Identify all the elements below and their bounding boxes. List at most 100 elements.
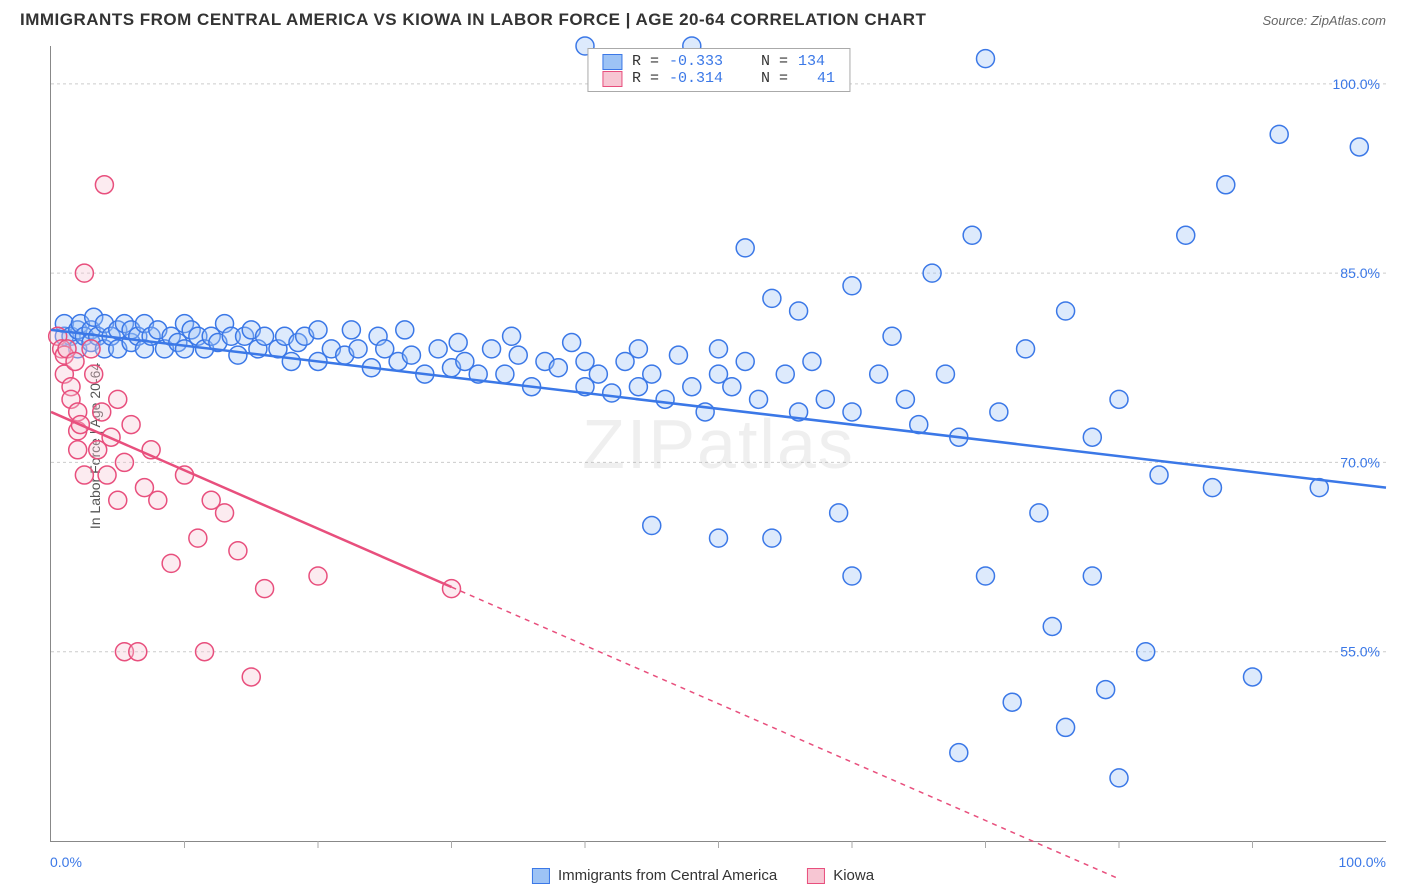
trend-line-extrapolated	[452, 587, 1120, 879]
chart-title: IMMIGRANTS FROM CENTRAL AMERICA VS KIOWA…	[20, 10, 926, 30]
r-value-a: -0.333	[669, 53, 723, 70]
data-point	[1057, 302, 1075, 320]
data-point	[1030, 504, 1048, 522]
legend-swatch-a	[602, 54, 622, 70]
data-point	[109, 390, 127, 408]
data-point	[990, 403, 1008, 421]
svg-text:55.0%: 55.0%	[1340, 644, 1380, 660]
data-point	[629, 340, 647, 358]
data-point	[790, 302, 808, 320]
data-point	[1083, 567, 1101, 585]
data-point	[98, 466, 116, 484]
data-point	[589, 365, 607, 383]
data-point	[1203, 479, 1221, 497]
data-point	[736, 352, 754, 370]
data-point	[656, 390, 674, 408]
data-point	[883, 327, 901, 345]
data-point	[1350, 138, 1368, 156]
data-point	[843, 403, 861, 421]
n-label: N =	[761, 70, 788, 87]
data-point	[509, 346, 527, 364]
data-point	[396, 321, 414, 339]
data-point	[93, 403, 111, 421]
x-tick-max: 100.0%	[1339, 854, 1386, 870]
legend-label-a: Immigrants from Central America	[558, 867, 777, 884]
data-point	[449, 334, 467, 352]
data-point	[1110, 390, 1128, 408]
legend-bottom-swatch-b	[807, 868, 825, 884]
n-value-b: 41	[817, 70, 835, 87]
data-point	[1244, 668, 1262, 686]
chart-plot-area: 55.0%70.0%85.0%100.0% R = -0.333 N = 134…	[50, 46, 1386, 842]
legend-swatch-b	[602, 71, 622, 87]
data-point	[82, 340, 100, 358]
data-point	[443, 580, 461, 598]
data-point	[1057, 718, 1075, 736]
svg-text:70.0%: 70.0%	[1340, 454, 1380, 470]
r-label: R =	[632, 70, 659, 87]
data-point	[429, 340, 447, 358]
data-point	[1177, 226, 1195, 244]
data-point	[229, 346, 247, 364]
data-point	[122, 416, 140, 434]
correlation-legend: R = -0.333 N = 134 R = -0.314 N = 41	[587, 48, 850, 92]
data-point	[1017, 340, 1035, 358]
data-point	[977, 50, 995, 68]
legend-bottom-swatch-a	[532, 868, 550, 884]
legend-row-series-a: R = -0.333 N = 134	[602, 53, 835, 70]
data-point	[162, 554, 180, 572]
data-point	[549, 359, 567, 377]
data-point	[282, 352, 300, 370]
data-point	[95, 176, 113, 194]
data-point	[923, 264, 941, 282]
r-label: R =	[632, 53, 659, 70]
data-point	[1083, 428, 1101, 446]
data-point	[803, 352, 821, 370]
data-point	[669, 346, 687, 364]
data-point	[75, 466, 93, 484]
source-label: Source: ZipAtlas.com	[1262, 13, 1386, 28]
data-point	[763, 529, 781, 547]
data-point	[189, 529, 207, 547]
data-point	[129, 643, 147, 661]
data-point	[643, 365, 661, 383]
data-point	[776, 365, 794, 383]
data-point	[242, 668, 260, 686]
data-point	[830, 504, 848, 522]
data-point	[1003, 693, 1021, 711]
data-point	[750, 390, 768, 408]
svg-text:100.0%: 100.0%	[1333, 76, 1380, 92]
data-point	[483, 340, 501, 358]
data-point	[402, 346, 420, 364]
data-point	[843, 567, 861, 585]
data-point	[643, 517, 661, 535]
data-point	[736, 239, 754, 257]
data-point	[710, 529, 728, 547]
data-point	[896, 390, 914, 408]
data-point	[109, 491, 127, 509]
data-point	[936, 365, 954, 383]
data-point	[66, 352, 84, 370]
chart-svg: 55.0%70.0%85.0%100.0%	[51, 46, 1386, 841]
data-point	[1270, 125, 1288, 143]
data-point	[977, 567, 995, 585]
data-point	[216, 504, 234, 522]
data-point	[723, 378, 741, 396]
legend-item-b: Kiowa	[807, 867, 874, 884]
data-point	[603, 384, 621, 402]
data-point	[1137, 643, 1155, 661]
data-point	[115, 453, 133, 471]
x-tick-min: 0.0%	[50, 854, 82, 870]
series-legend: Immigrants from Central America Kiowa	[532, 867, 874, 884]
data-point	[1110, 769, 1128, 787]
data-point	[816, 390, 834, 408]
data-point	[950, 744, 968, 762]
data-point	[196, 643, 214, 661]
data-point	[256, 580, 274, 598]
data-point	[349, 340, 367, 358]
data-point	[763, 289, 781, 307]
data-point	[683, 378, 701, 396]
data-point	[85, 365, 103, 383]
n-label: N =	[761, 53, 788, 70]
data-point	[69, 441, 87, 459]
